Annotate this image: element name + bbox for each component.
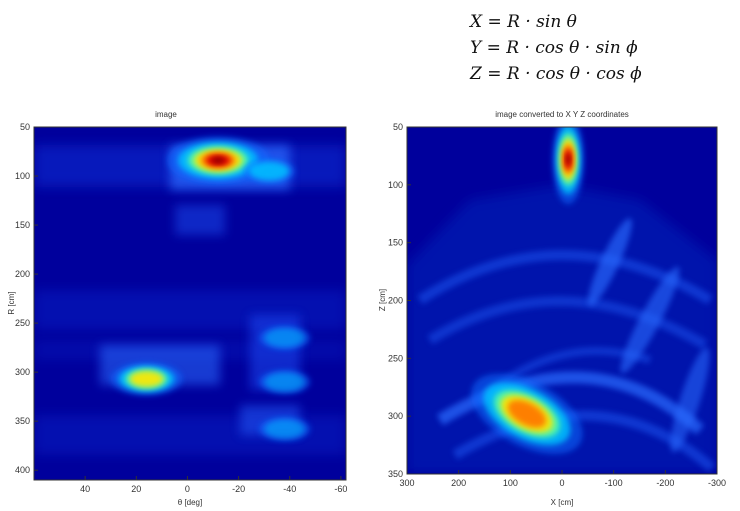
left-x-tick-label: 0	[185, 484, 190, 494]
right-y-tick-label: 300	[388, 411, 403, 421]
right-hotspot	[471, 373, 583, 455]
left-y-tick-label: 400	[15, 465, 30, 475]
left-heatmap-chart: image 40 20 0 -20 -40 -6050100150200250300350…	[7, 110, 347, 507]
left-y-tick-label: 150	[15, 220, 30, 230]
right-hotspot	[552, 127, 585, 205]
left-hotspot	[110, 362, 183, 396]
left-hotspot-ring	[129, 371, 164, 387]
right-x-tick-label: -100	[605, 478, 623, 488]
right-y-tick-label: 50	[393, 122, 403, 132]
right-x-tick-label: -200	[656, 478, 674, 488]
left-x-tick-label: -20	[232, 484, 245, 494]
left-y-tick-label: 350	[15, 416, 30, 426]
left-hotspot-ring	[264, 372, 305, 392]
right-heatmap-chart: image converted to X Y Z coordinates 300…	[378, 110, 726, 507]
right-hotspot-ring	[566, 153, 571, 165]
right-y-axis-label: Z [cm]	[378, 289, 387, 311]
right-x-axis-label: X [cm]	[551, 498, 574, 507]
left-hotspot	[166, 136, 270, 185]
left-hotspot	[259, 417, 311, 442]
left-y-tick-label: 300	[15, 367, 30, 377]
left-hotspot-ring	[264, 328, 305, 348]
left-hotspot	[259, 325, 311, 350]
right-x-tick-label: 300	[399, 478, 414, 488]
equation-x: X = R · sin θ	[470, 12, 577, 32]
equation-y: Y = R · cos θ · sin ϕ	[470, 38, 638, 58]
left-y-axis-label: R [cm]	[7, 291, 16, 314]
left-hotspot-ring	[211, 157, 225, 164]
right-hotspot-ring	[507, 400, 547, 428]
left-hotspot	[259, 369, 311, 394]
left-x-tick-label: -40	[283, 484, 296, 494]
right-x-tick-label: -300	[708, 478, 726, 488]
left-y-tick-label: 100	[15, 171, 30, 181]
right-hotspots	[471, 127, 585, 455]
right-chart-title: image converted to X Y Z coordinates	[495, 110, 629, 119]
right-y-tick-label: 100	[388, 180, 403, 190]
right-y-tick-label: 150	[388, 238, 403, 248]
left-y-tick-label: 200	[15, 269, 30, 279]
left-y-tick-label: 250	[15, 318, 30, 328]
left-plot-frame	[33, 126, 347, 481]
right-x-tick-label: 100	[503, 478, 518, 488]
equation-z: Z = R · cos θ · cos ϕ	[470, 64, 642, 84]
right-y-tick-label: 250	[388, 353, 403, 363]
left-x-tick-label: -60	[334, 484, 347, 494]
left-x-tick-label: 40	[80, 484, 90, 494]
right-axis-ticks: 300 200 100 0 -100 -200 -300501001502002503003…	[388, 122, 726, 488]
right-x-tick-label: 0	[559, 478, 564, 488]
left-x-axis-label: θ [deg]	[178, 498, 202, 507]
left-heatmap-texture	[34, 145, 346, 455]
left-x-tick-label: 20	[131, 484, 141, 494]
left-hotspot-ring	[264, 419, 305, 439]
left-hotspot	[243, 159, 295, 184]
left-hotspot-ring	[249, 161, 290, 181]
left-y-tick-label: 50	[20, 122, 30, 132]
left-chart-title: image	[155, 110, 177, 119]
right-y-tick-label: 350	[388, 469, 403, 479]
left-hotspots	[110, 136, 311, 442]
right-x-tick-label: 200	[451, 478, 466, 488]
right-y-tick-label: 200	[388, 296, 403, 306]
